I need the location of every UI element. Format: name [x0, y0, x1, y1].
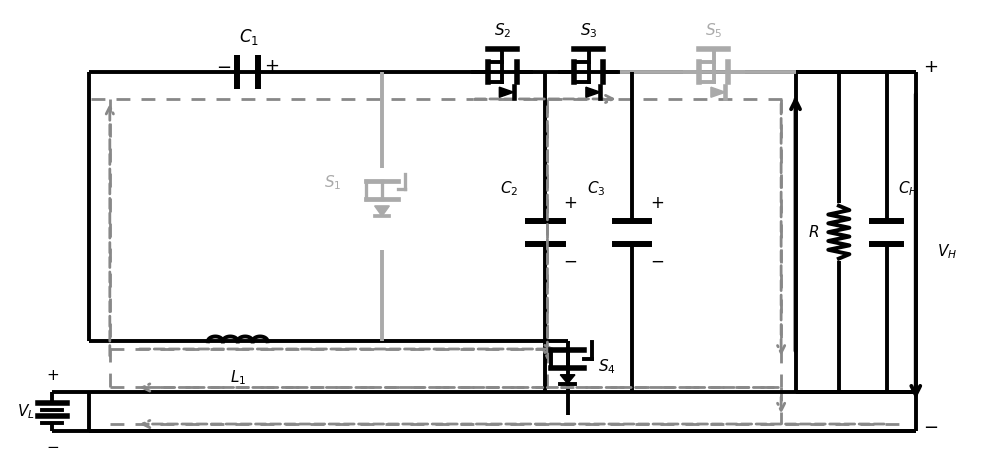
Text: $-$: $-$	[216, 57, 231, 75]
Polygon shape	[586, 87, 600, 97]
Text: $C_3$: $C_3$	[587, 180, 605, 198]
Text: $-$: $-$	[650, 252, 664, 270]
Text: $S_3$: $S_3$	[580, 21, 598, 40]
Text: $S_4$: $S_4$	[598, 357, 616, 376]
Text: $-$: $-$	[923, 417, 938, 435]
Polygon shape	[560, 375, 575, 383]
Text: $+$: $+$	[923, 58, 938, 76]
Text: $-$: $-$	[46, 438, 59, 453]
Text: $V_L$: $V_L$	[17, 402, 35, 421]
Text: $C_1$: $C_1$	[239, 27, 259, 47]
Text: $C_2$: $C_2$	[500, 180, 519, 198]
Text: $+$: $+$	[650, 194, 664, 213]
Text: $S_5$: $S_5$	[705, 21, 723, 40]
Text: $+$: $+$	[563, 194, 578, 213]
Polygon shape	[375, 206, 389, 216]
Polygon shape	[499, 87, 514, 97]
Text: $R$: $R$	[808, 224, 820, 240]
Text: $S_2$: $S_2$	[494, 21, 511, 40]
Text: $C_H$: $C_H$	[898, 180, 919, 198]
Text: $L_1$: $L_1$	[230, 368, 246, 387]
Text: $+$: $+$	[46, 368, 59, 383]
Text: $V_H$: $V_H$	[937, 242, 957, 261]
Text: $-$: $-$	[563, 252, 578, 270]
Polygon shape	[711, 87, 725, 97]
Text: $S_1$: $S_1$	[324, 173, 342, 192]
Text: $+$: $+$	[264, 57, 279, 75]
